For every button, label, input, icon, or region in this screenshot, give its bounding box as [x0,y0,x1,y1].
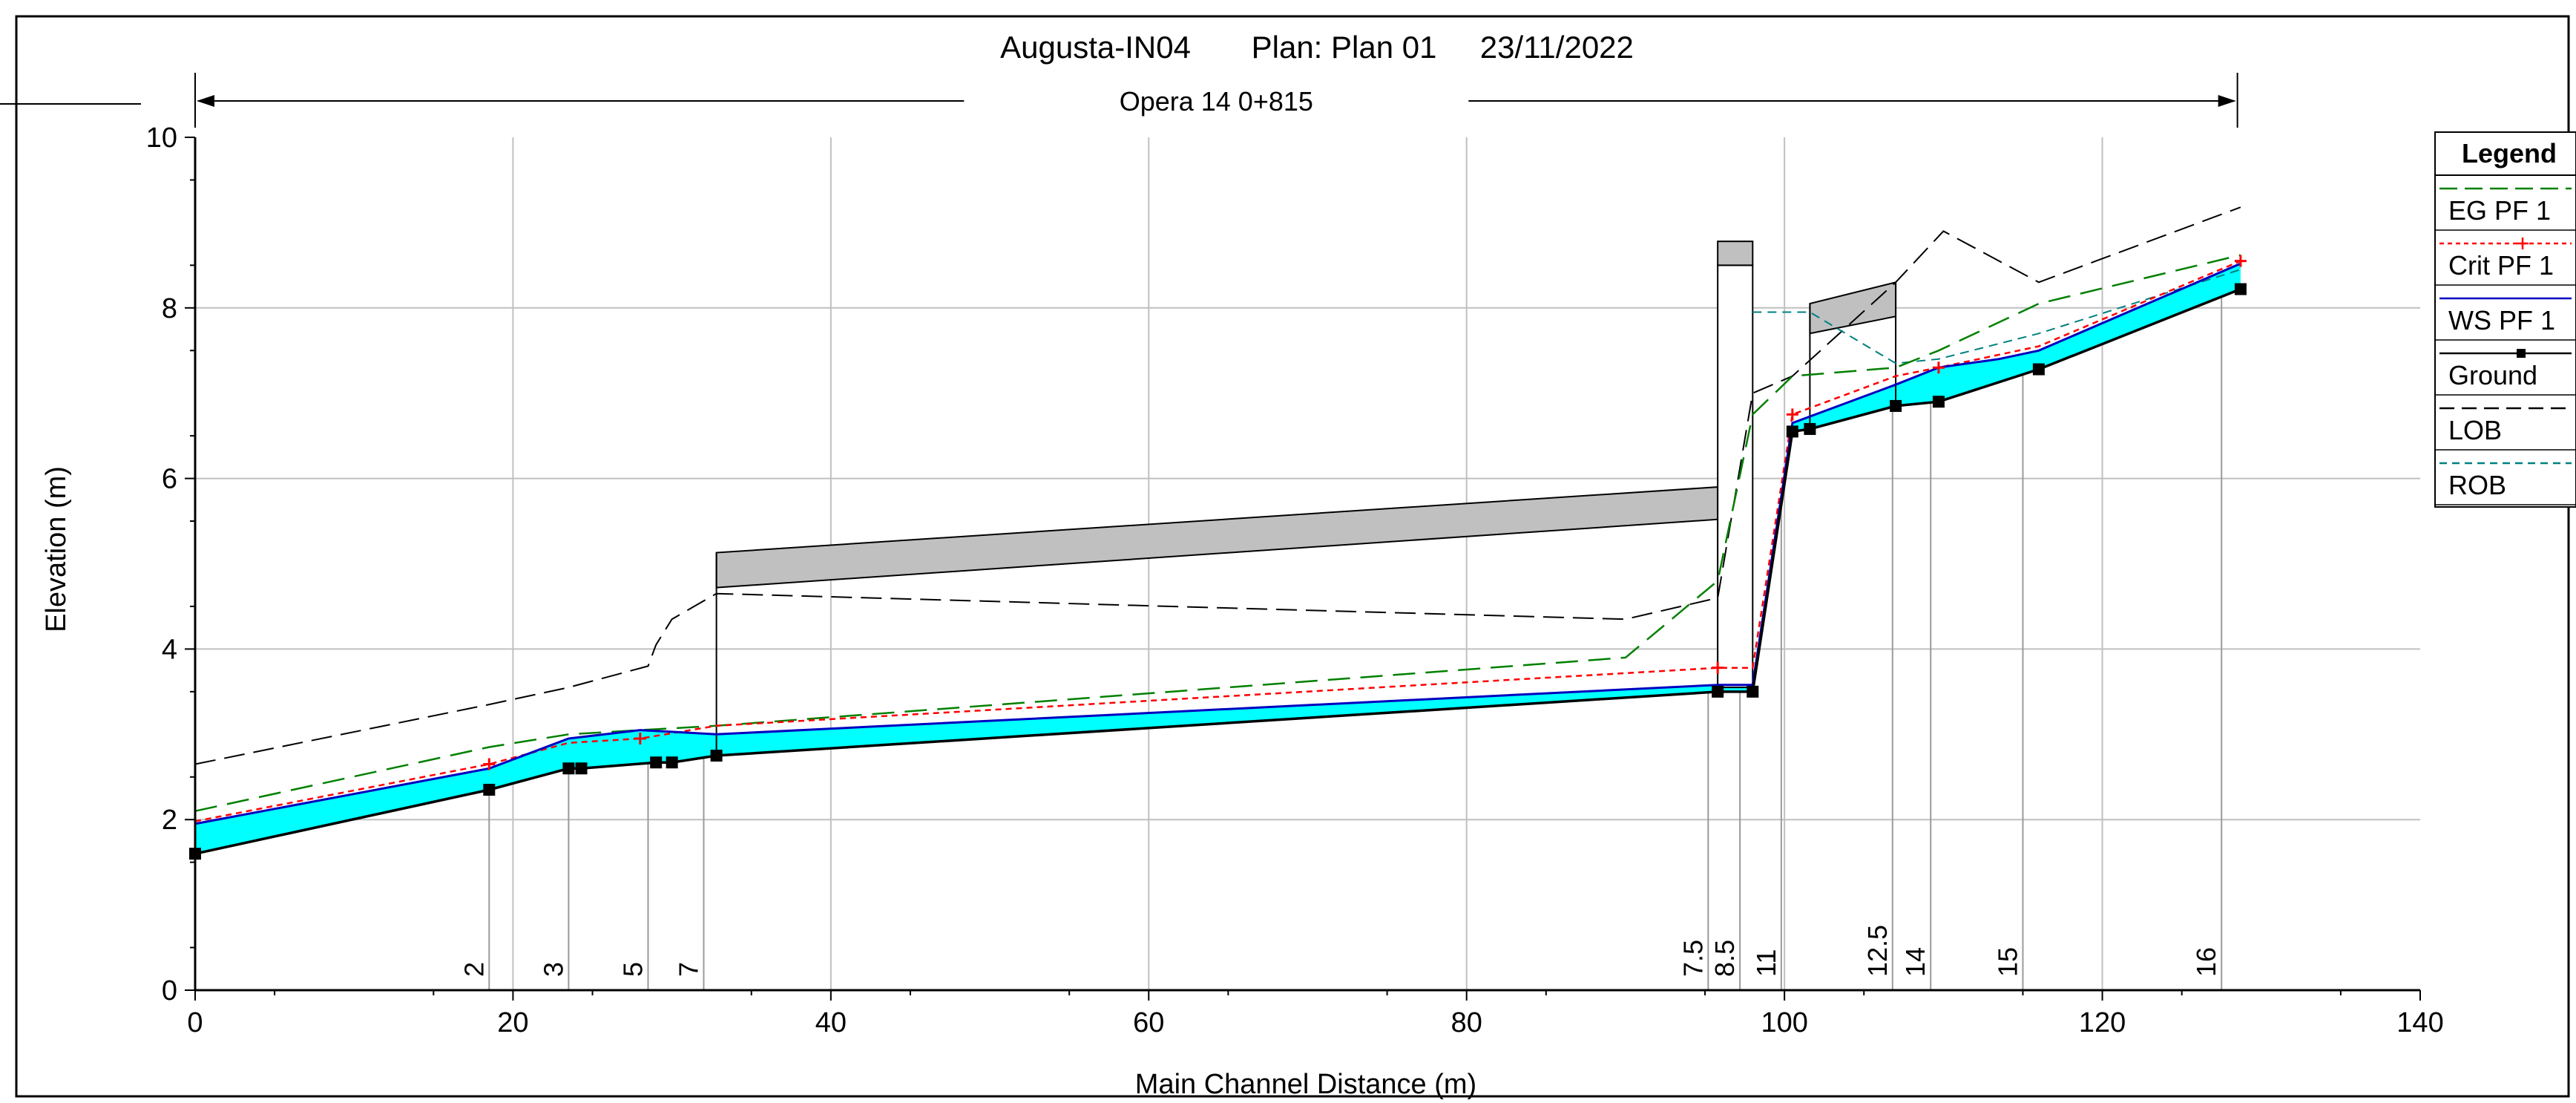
water-fill [195,264,2241,854]
ground-marker [1786,425,1798,438]
y-tick-label: 8 [162,293,177,324]
river-station-label: 2 [459,962,489,977]
ground-marker [666,756,678,769]
rob-line [1752,269,2241,364]
plot-layer: 2 3 5 7 7.5 8.5 11 12.5 14 15 160 20 40 60 80 100 120 140… [146,73,2444,1038]
legend-entry-label: Crit PF 1 [2448,250,2554,281]
x-tick-label: 120 [2079,1007,2126,1038]
ground-marker [1712,685,1724,698]
x-tick-label: 80 [1451,1007,1482,1038]
crit-marker [634,733,646,745]
legend-marker [2517,349,2526,358]
eg-line [194,254,2241,812]
crit-marker [1712,661,1724,674]
ground-marker [710,750,723,762]
reach-arrow-head [2218,95,2236,107]
river-station-label: 16 [2191,947,2221,977]
crit-marker [1786,408,1798,421]
river-station-label: 7 [673,962,703,977]
river-station-label: 7.5 [1678,940,1708,977]
ground-marker [562,762,575,775]
river-station-label: 3 [538,962,568,977]
x-axis-label: Main Channel Distance (m) [1135,1069,1476,1099]
river-station-label: 5 [618,962,648,977]
crit-marker [2234,255,2247,267]
legend-entry-label: Ground [2448,360,2537,390]
y-tick-label: 10 [146,122,177,154]
legend-entry-label: ROB [2448,470,2506,500]
ground-marker [1804,422,1816,435]
river-station-label: 14 [1900,947,1931,977]
chart-title: Augusta-IN04 Plan: Plan 01 23/11/2022 [1000,30,1634,65]
x-tick-label: 40 [815,1007,847,1038]
crit-marker [1932,361,1945,374]
x-tick-label: 140 [2396,1007,2443,1038]
ground-marker [1932,396,1945,408]
y-tick-label: 6 [162,464,177,495]
legend-marker [2517,238,2529,249]
reach-label: Opera 14 0+815 [1120,86,1313,117]
river-station-label: 12.5 [1862,925,1893,977]
structure-cap [1717,240,1754,266]
crit-marker [483,758,496,770]
y-tick-label: 2 [162,805,177,836]
legend-entry-label: WS PF 1 [2448,305,2555,336]
legend-entry-label: LOB [2448,415,2502,445]
x-tick-label: 60 [1133,1007,1164,1038]
y-tick-label: 4 [162,634,177,665]
crit-line [194,260,2241,822]
ground-marker [1747,685,1759,698]
legend: Legend EG PF 1 Crit PF 1 WS PF 1 Ground LOB R… [2434,131,2576,508]
river-station-label: 11 [1751,949,1781,977]
ground-marker [2032,363,2045,376]
ground-marker [575,762,588,775]
lob-line [194,206,2241,765]
reach-arrow-head [197,95,214,107]
river-station-label: 8.5 [1709,940,1740,977]
x-tick-label: 100 [1761,1007,1807,1038]
legend-title: Legend [2462,138,2557,168]
x-tick-label: 20 [497,1007,528,1038]
ground-marker [650,756,663,769]
y-axis-label: Elevation (m) [41,466,72,632]
x-tick-label: 0 [187,1007,203,1038]
y-tick-label: 0 [162,975,177,1007]
ground-marker [1890,399,1902,412]
ground-marker [483,783,496,796]
structure-wall [1717,264,1754,689]
ground-marker [2234,283,2247,295]
river-station-label: 15 [1992,947,2023,977]
legend-entry-label: EG PF 1 [2448,195,2551,226]
legend-box [2434,131,2576,508]
figure-frame [15,15,2570,1098]
